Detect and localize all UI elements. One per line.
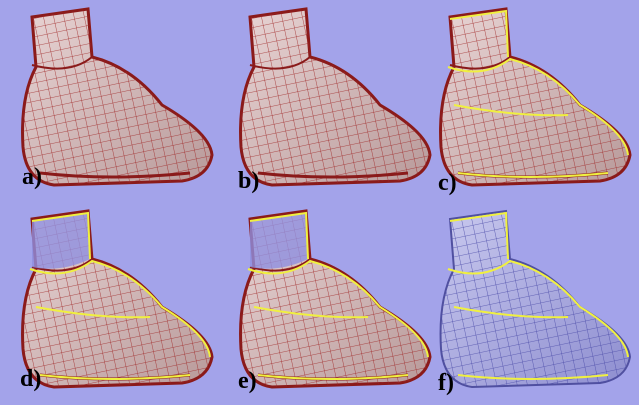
panel-label: b) — [238, 168, 259, 194]
panel-e — [228, 207, 438, 397]
panel-b — [228, 5, 438, 195]
panel-label: e) — [238, 368, 257, 394]
figure: a) b) c) d) e) f) — [0, 0, 639, 405]
panel-f — [428, 207, 638, 397]
panel-label: a) — [22, 164, 42, 190]
panel-d — [10, 207, 220, 397]
panel-label: d) — [20, 366, 41, 392]
panel-c — [428, 5, 638, 195]
panel-label: f) — [438, 370, 454, 396]
panel-label: c) — [438, 170, 457, 196]
